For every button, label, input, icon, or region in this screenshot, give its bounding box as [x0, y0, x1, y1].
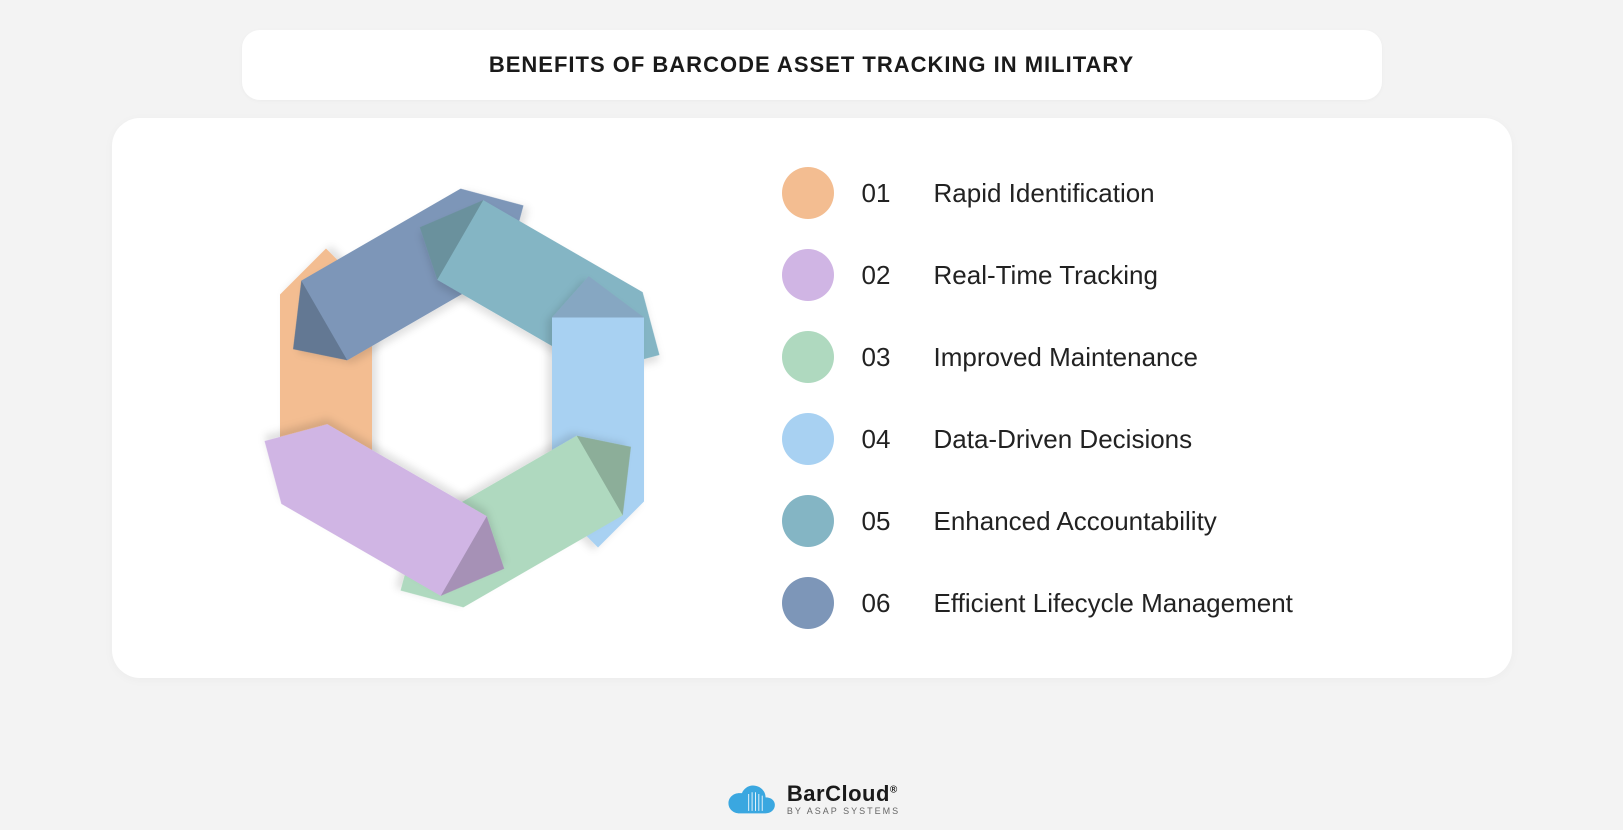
- item-number: 01: [862, 178, 906, 209]
- benefit-item: 05 Enhanced Accountability: [782, 495, 1452, 547]
- benefit-item: 01 Rapid Identification: [782, 167, 1452, 219]
- color-dot: [782, 577, 834, 629]
- item-label: Enhanced Accountability: [934, 506, 1217, 537]
- footer-logo: BarCloud® BY ASAP SYSTEMS: [723, 782, 900, 816]
- color-dot: [782, 331, 834, 383]
- logo-byline: BY ASAP SYSTEMS: [787, 807, 900, 816]
- benefit-item: 03 Improved Maintenance: [782, 331, 1452, 383]
- item-label: Rapid Identification: [934, 178, 1155, 209]
- item-label: Real-Time Tracking: [934, 260, 1158, 291]
- item-label: Data-Driven Decisions: [934, 424, 1193, 455]
- title-card: BENEFITS OF BARCODE ASSET TRACKING IN MI…: [242, 30, 1382, 100]
- main-card: 01 Rapid Identification 02 Real-Time Tracki…: [112, 118, 1512, 678]
- color-dot: [782, 249, 834, 301]
- color-dot: [782, 413, 834, 465]
- benefit-item: 04 Data-Driven Decisions: [782, 413, 1452, 465]
- page-title: BENEFITS OF BARCODE ASSET TRACKING IN MI…: [262, 52, 1362, 78]
- logo-brand: BarCloud: [787, 781, 890, 806]
- cloud-icon: [723, 782, 777, 816]
- item-number: 02: [862, 260, 906, 291]
- item-label: Efficient Lifecycle Management: [934, 588, 1293, 619]
- item-number: 05: [862, 506, 906, 537]
- item-number: 03: [862, 342, 906, 373]
- benefit-item: 06 Efficient Lifecycle Management: [782, 577, 1452, 629]
- item-number: 04: [862, 424, 906, 455]
- benefit-item: 02 Real-Time Tracking: [782, 249, 1452, 301]
- color-dot: [782, 495, 834, 547]
- logo-text: BarCloud® BY ASAP SYSTEMS: [787, 783, 900, 816]
- benefits-list: 01 Rapid Identification 02 Real-Time Tracki…: [782, 167, 1452, 629]
- color-dot: [782, 167, 834, 219]
- item-number: 06: [862, 588, 906, 619]
- cycle-graphic: [142, 148, 782, 648]
- item-label: Improved Maintenance: [934, 342, 1198, 373]
